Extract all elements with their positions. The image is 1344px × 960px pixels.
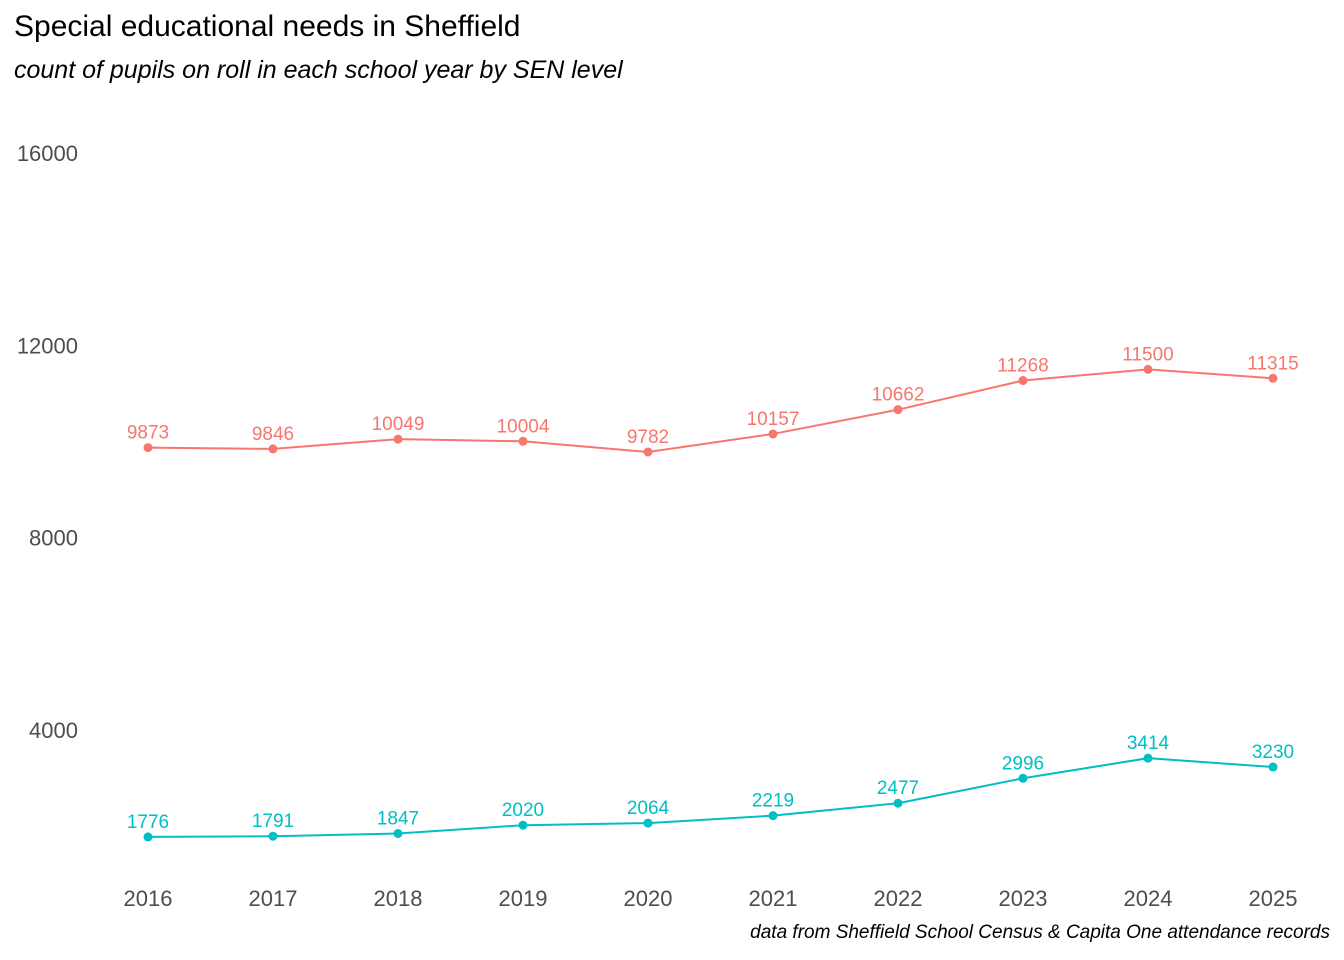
chart-title: Special educational needs in Sheffield: [14, 10, 521, 43]
data-point: [518, 820, 528, 830]
data-point: [1018, 773, 1028, 783]
y-tick-label: 4000: [29, 718, 78, 743]
data-label: 9782: [627, 427, 669, 448]
data-point: [143, 443, 153, 453]
data-point: [643, 447, 653, 457]
y-tick-label: 8000: [29, 526, 78, 551]
data-label: 1776: [127, 812, 169, 833]
data-label: 2219: [752, 791, 794, 812]
data-label: 2996: [1002, 753, 1044, 774]
y-tick-label: 16000: [17, 141, 78, 166]
data-label: 2064: [627, 798, 670, 819]
data-label: 9873: [127, 423, 169, 444]
data-label: 3414: [1127, 733, 1170, 754]
x-tick-label: 2024: [1124, 886, 1173, 911]
y-axis-ticks: 4000 8000 12000 16000: [17, 141, 78, 743]
x-tick-label: 2023: [999, 886, 1048, 911]
x-tick-label: 2018: [374, 886, 423, 911]
data-label: 3230: [1252, 742, 1294, 763]
data-point: [893, 405, 903, 415]
x-tick-label: 2017: [249, 886, 298, 911]
x-axis-ticks: 2016 2017 2018 2019 2020 2021 2022 2023 2024 2025: [124, 886, 1298, 911]
data-label: 10004: [497, 416, 550, 437]
data-label: 1847: [377, 809, 419, 830]
data-point: [393, 829, 403, 839]
data-point: [268, 831, 278, 841]
data-point: [268, 444, 278, 454]
data-label: 10662: [872, 385, 925, 406]
data-point: [768, 429, 778, 439]
data-label: 11500: [1122, 344, 1173, 365]
y-tick-label: 12000: [17, 333, 78, 358]
data-point: [1143, 364, 1153, 374]
series-line: [147, 757, 1274, 838]
data-point: [393, 434, 403, 444]
data-label: 2020: [502, 800, 544, 821]
data-point: [768, 811, 778, 821]
data-label: 2477: [877, 778, 919, 799]
data-point: [1018, 376, 1028, 386]
data-point: [893, 798, 903, 808]
x-tick-label: 2019: [499, 886, 548, 911]
x-tick-label: 2025: [1249, 886, 1298, 911]
series-0: 9873 9846 10049 10004 9782 10157 10662 11268 115…: [127, 344, 1299, 457]
x-tick-label: 2020: [624, 886, 673, 911]
data-label: 11268: [997, 356, 1048, 377]
series-layer: 9873 9846 10049 10004 9782 10157 10662 11268 115…: [127, 344, 1299, 842]
x-tick-label: 2021: [749, 886, 798, 911]
data-point: [1268, 762, 1278, 772]
data-label: 10049: [372, 414, 425, 435]
x-tick-label: 2016: [124, 886, 173, 911]
series-1: 1776 1791 1847 2020 2064 2219 2477 2996 3414 3230: [127, 733, 1294, 842]
data-label: 11315: [1247, 353, 1298, 374]
data-point: [143, 832, 153, 842]
series-line: [147, 368, 1274, 453]
data-point: [518, 436, 528, 446]
data-point: [1143, 753, 1153, 763]
data-label: 10157: [747, 409, 800, 430]
data-point: [1268, 373, 1278, 383]
chart-caption: data from Sheffield School Census & Capi…: [750, 922, 1330, 943]
data-label: 1791: [252, 811, 294, 832]
x-tick-label: 2022: [874, 886, 923, 911]
chart-subtitle: count of pupils on roll in each school y…: [14, 56, 623, 84]
data-point: [643, 818, 653, 828]
data-label: 9846: [252, 424, 294, 445]
